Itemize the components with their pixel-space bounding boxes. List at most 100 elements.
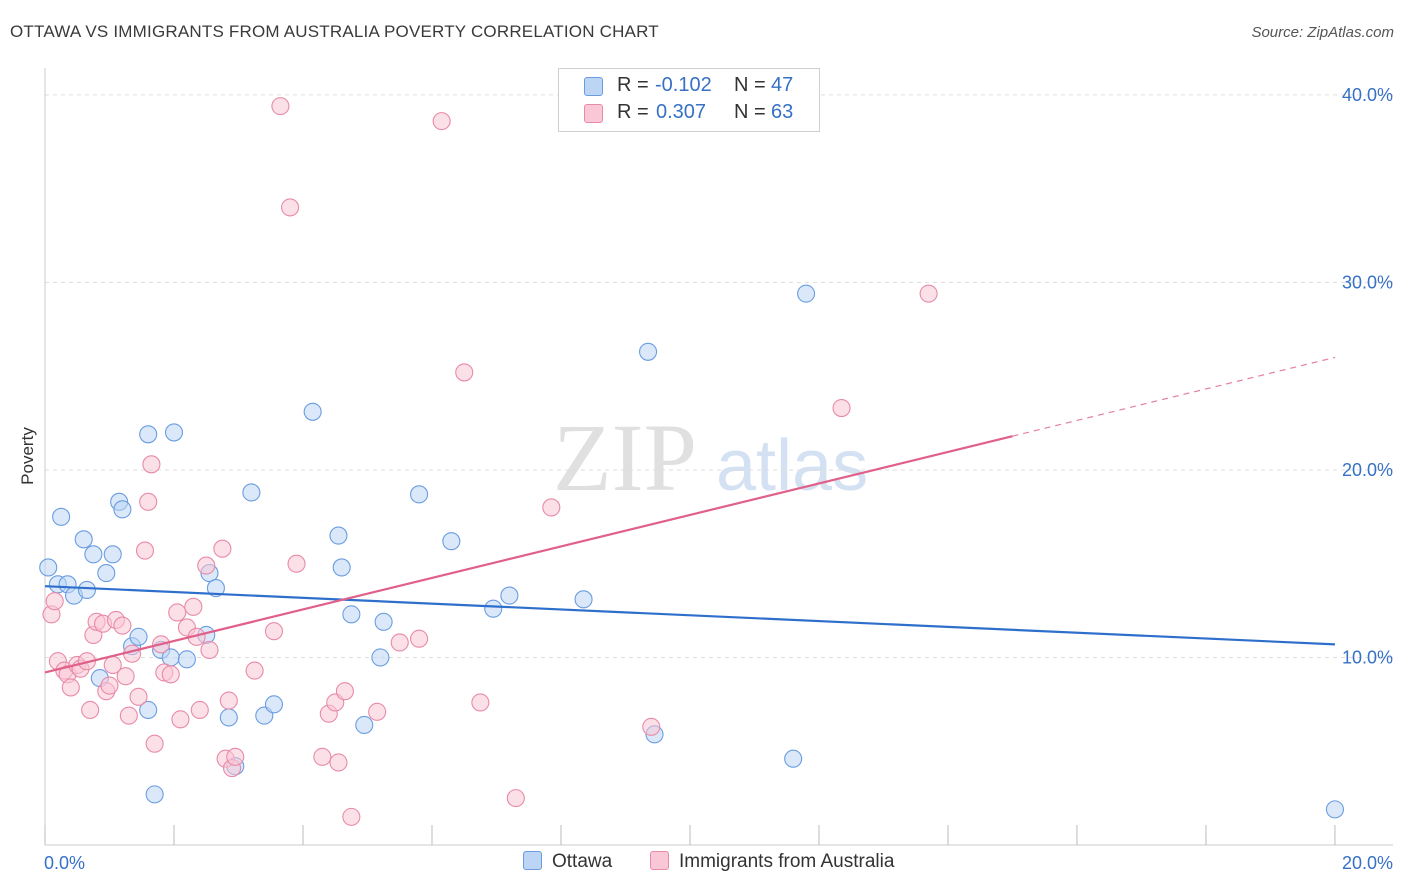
data-point	[410, 485, 429, 504]
data-point	[335, 682, 354, 701]
data-point	[139, 700, 158, 720]
data-point	[129, 687, 148, 706]
data-point	[145, 785, 164, 804]
data-point	[197, 556, 216, 575]
data-point	[329, 526, 348, 545]
data-point	[368, 702, 387, 721]
data-point	[455, 363, 474, 382]
data-point	[74, 530, 93, 549]
x-tick-label: 20.0%	[1342, 853, 1393, 873]
bottom-legend-label-australia: Immigrants from Australia	[679, 851, 895, 872]
trend-line-australia	[44, 435, 1013, 674]
bottom-legend-ottawa: Ottawa	[523, 851, 612, 873]
legend-r-value: 0.307	[656, 101, 707, 123]
data-point	[332, 558, 351, 577]
data-point	[84, 545, 103, 564]
data-point	[484, 599, 503, 618]
watermark-zip: ZIP	[553, 404, 697, 511]
data-point	[164, 423, 184, 442]
y-tick-label: 10.0%	[1342, 647, 1393, 667]
data-point	[81, 700, 100, 720]
data-point	[264, 622, 284, 641]
data-point	[919, 284, 938, 303]
data-point	[313, 747, 332, 766]
data-point	[219, 708, 238, 727]
legend-n-label: N =	[734, 101, 766, 123]
data-point	[135, 541, 155, 560]
legend-n-value: 47	[771, 74, 794, 96]
data-point	[226, 747, 245, 766]
data-point	[542, 498, 561, 517]
data-point	[77, 580, 96, 600]
axes	[44, 68, 1393, 846]
data-point	[242, 483, 261, 502]
data-point	[219, 691, 238, 710]
data-point	[139, 425, 158, 444]
data-point	[100, 676, 119, 695]
y-tick-label: 20.0%	[1342, 460, 1393, 480]
chart-title: OTTAWA VS IMMIGRANTS FROM AUSTRALIA POVE…	[10, 22, 659, 41]
data-point	[271, 97, 290, 116]
data-point	[342, 605, 361, 624]
data-point	[642, 717, 661, 736]
data-points	[39, 97, 1345, 826]
data-point	[168, 603, 187, 622]
data-point	[432, 112, 451, 131]
data-point	[206, 579, 225, 598]
gridlines	[45, 94, 1393, 658]
data-point	[142, 455, 161, 474]
data-point	[45, 592, 64, 611]
data-point	[281, 198, 300, 217]
data-point	[39, 558, 58, 577]
data-point	[171, 710, 190, 729]
data-point	[832, 399, 851, 418]
data-point	[574, 590, 593, 609]
trend-line-extension	[1012, 356, 1336, 437]
data-point	[264, 695, 284, 714]
watermark: ZIP atlas	[553, 404, 868, 511]
data-point	[797, 284, 816, 303]
watermark-atlas: atlas	[716, 426, 868, 506]
bottom-legend-label-ottawa: Ottawa	[552, 851, 613, 872]
y-axis-label: Poverty	[18, 427, 37, 485]
data-point	[113, 500, 132, 519]
legend-r-value: -0.102	[655, 74, 712, 96]
data-point	[506, 789, 525, 808]
data-point	[119, 706, 138, 725]
data-point	[355, 715, 374, 735]
data-point	[303, 402, 322, 421]
data-point	[139, 492, 158, 511]
data-point	[390, 633, 409, 652]
legend-r-label: R =	[617, 101, 649, 123]
data-point	[213, 539, 232, 558]
data-point	[442, 532, 461, 551]
data-point	[200, 640, 219, 660]
data-point	[374, 612, 393, 631]
data-point	[410, 629, 429, 648]
y-tick-label: 30.0%	[1342, 272, 1393, 292]
data-point	[161, 665, 180, 684]
data-point	[371, 648, 390, 667]
data-point	[471, 693, 490, 712]
data-point	[177, 650, 196, 669]
x-tick-label: 0.0%	[44, 853, 85, 873]
data-point	[1325, 800, 1345, 819]
legend-swatch-ottawa	[584, 77, 603, 96]
data-point	[329, 753, 348, 772]
source-label: Source: ZipAtlas.com	[1251, 24, 1394, 41]
data-point	[97, 564, 116, 583]
data-point	[190, 700, 209, 720]
data-point	[287, 554, 306, 573]
tick-labels: 10.0% 20.0% 30.0% 40.0% 0.0% 20.0%	[44, 85, 1393, 873]
data-point	[113, 616, 132, 635]
data-point	[103, 545, 122, 564]
data-point	[342, 807, 361, 826]
trend-line-ottawa	[44, 585, 1336, 646]
bottom-legend-swatch-ottawa	[523, 851, 542, 870]
data-point	[184, 597, 203, 616]
legend-n-label: N =	[734, 74, 766, 96]
legend-box: R = -0.102 N = 47 R = 0.307 N = 63	[558, 68, 820, 132]
legend-n-value: 63	[771, 101, 794, 123]
data-point	[116, 667, 135, 686]
